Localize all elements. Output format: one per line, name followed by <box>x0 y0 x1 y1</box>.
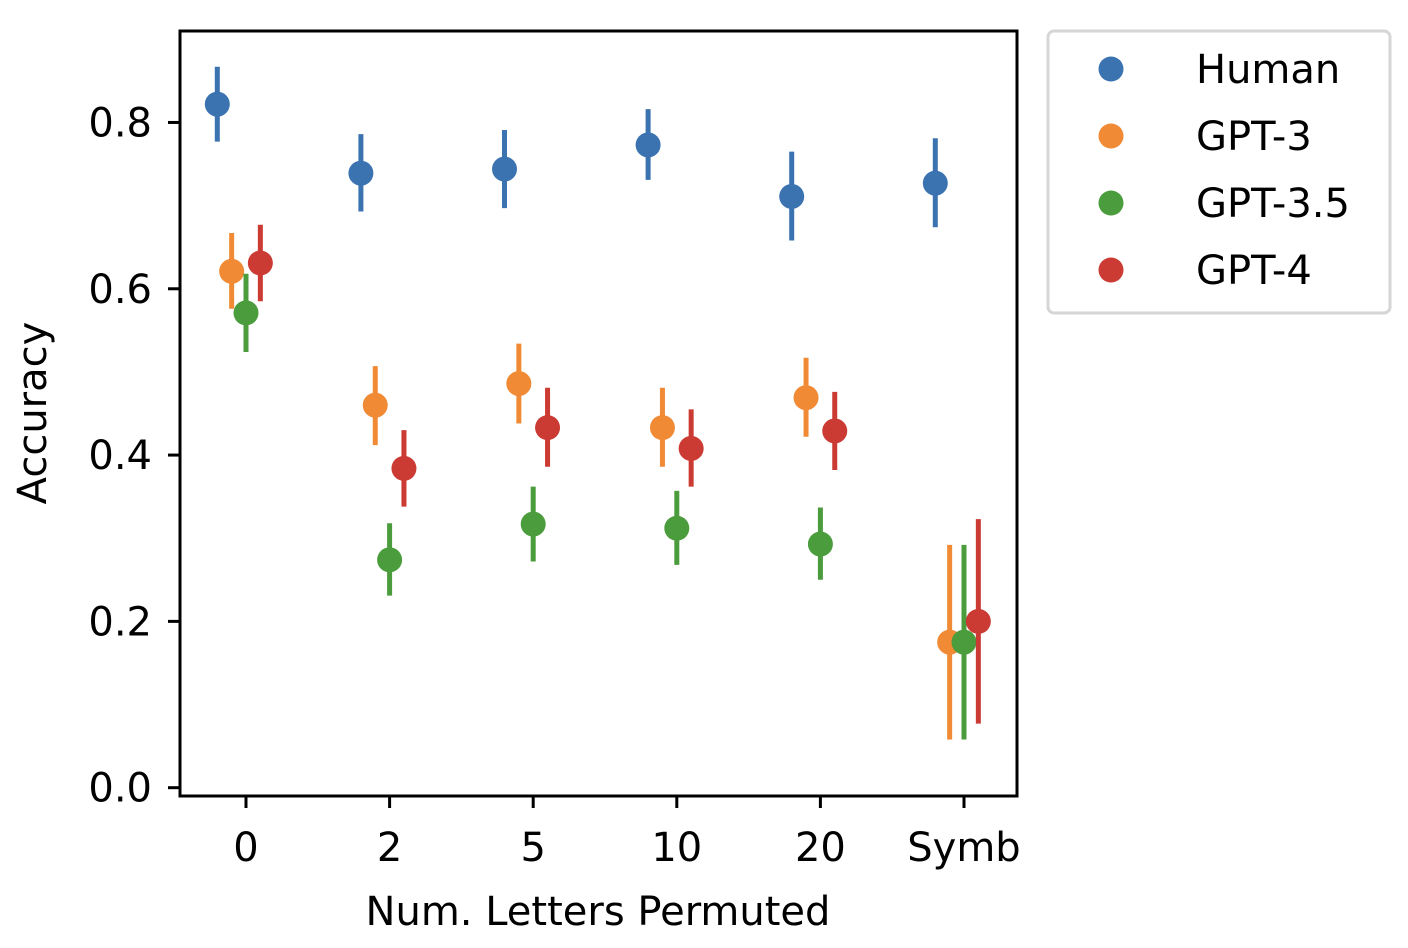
data-point <box>678 435 704 461</box>
data-point <box>822 418 848 444</box>
data-point <box>506 371 532 397</box>
y-tick-label: 0.0 <box>88 766 152 812</box>
y-axis-label: Accuracy <box>10 322 56 505</box>
x-axis: 0 2 5 10 20 Symb <box>233 796 1021 871</box>
data-point <box>492 156 517 182</box>
legend-marker <box>1098 257 1124 283</box>
legend-label: GPT-3 <box>1196 114 1312 160</box>
y-tick-label: 0.6 <box>88 267 152 313</box>
data-point <box>649 415 675 441</box>
y-axis: 0.0 0.2 0.4 0.6 0.8 <box>88 100 180 812</box>
data-point <box>779 183 805 209</box>
legend-frame <box>1046 29 1392 315</box>
series-human <box>204 66 948 241</box>
legend-label: Human <box>1196 47 1340 93</box>
series-gpt-3-5 <box>233 273 977 740</box>
legend-label: GPT-4 <box>1196 248 1312 294</box>
data-point <box>635 132 661 158</box>
data-point <box>807 531 833 557</box>
data-point <box>391 455 417 481</box>
data-point <box>247 250 273 276</box>
x-tick-label: 2 <box>377 825 402 871</box>
data-point <box>348 160 374 186</box>
data-point <box>664 515 690 541</box>
legend: Human GPT-3 GPT-3.5 GPT-4 <box>1046 29 1392 315</box>
data-point <box>204 91 230 117</box>
x-tick-label: 20 <box>795 825 846 871</box>
legend-marker <box>1098 123 1124 149</box>
y-tick-label: 0.8 <box>88 100 152 146</box>
plot-frame <box>178 29 1019 798</box>
series-gpt-4 <box>247 224 991 724</box>
legend-marker <box>1098 190 1124 216</box>
legend-label: GPT-3.5 <box>1196 181 1350 227</box>
y-tick-label: 0.4 <box>88 433 152 479</box>
data-point <box>377 547 403 573</box>
x-tick-label: 5 <box>520 825 545 871</box>
series-gpt-3 <box>219 233 963 740</box>
x-tick-label: 10 <box>651 825 702 871</box>
data-point <box>965 608 991 634</box>
data-point <box>362 392 388 418</box>
x-axis-label: Num. Letters Permuted <box>366 889 831 935</box>
y-tick-label: 0.2 <box>88 599 152 645</box>
x-tick-label: 0 <box>233 825 258 871</box>
x-tick-label: Symb <box>907 825 1020 871</box>
data-point <box>233 300 259 326</box>
legend-marker <box>1098 56 1124 82</box>
data-point <box>520 511 546 537</box>
data-point <box>922 170 948 196</box>
data-point <box>793 385 819 411</box>
data-point <box>951 629 977 655</box>
data-point <box>535 415 561 441</box>
data-point <box>219 258 245 284</box>
chart-marks <box>204 66 991 740</box>
